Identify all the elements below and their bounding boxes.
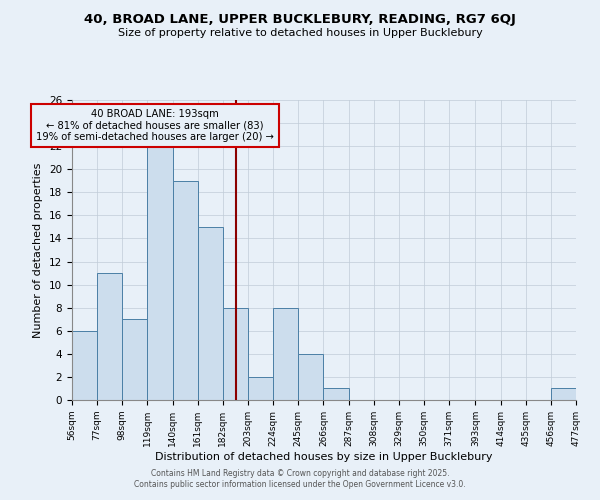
Bar [273,308,298,400]
Bar [248,377,273,400]
Text: 40 BROAD LANE: 193sqm
← 81% of detached houses are smaller (83)
19% of semi-deta: 40 BROAD LANE: 193sqm ← 81% of detached … [36,109,274,142]
Bar [323,388,349,400]
Text: Contains public sector information licensed under the Open Government Licence v3: Contains public sector information licen… [134,480,466,489]
Bar [122,319,148,400]
Bar [72,331,97,400]
Text: Size of property relative to detached houses in Upper Bucklebury: Size of property relative to detached ho… [118,28,482,38]
Bar [551,388,576,400]
Y-axis label: Number of detached properties: Number of detached properties [34,162,43,338]
Bar [148,146,173,400]
Bar [298,354,323,400]
Bar [173,181,198,400]
Bar [97,273,122,400]
Text: 40, BROAD LANE, UPPER BUCKLEBURY, READING, RG7 6QJ: 40, BROAD LANE, UPPER BUCKLEBURY, READIN… [84,12,516,26]
Bar [198,227,223,400]
Text: Contains HM Land Registry data © Crown copyright and database right 2025.: Contains HM Land Registry data © Crown c… [151,468,449,477]
Bar [223,308,248,400]
X-axis label: Distribution of detached houses by size in Upper Bucklebury: Distribution of detached houses by size … [155,452,493,462]
